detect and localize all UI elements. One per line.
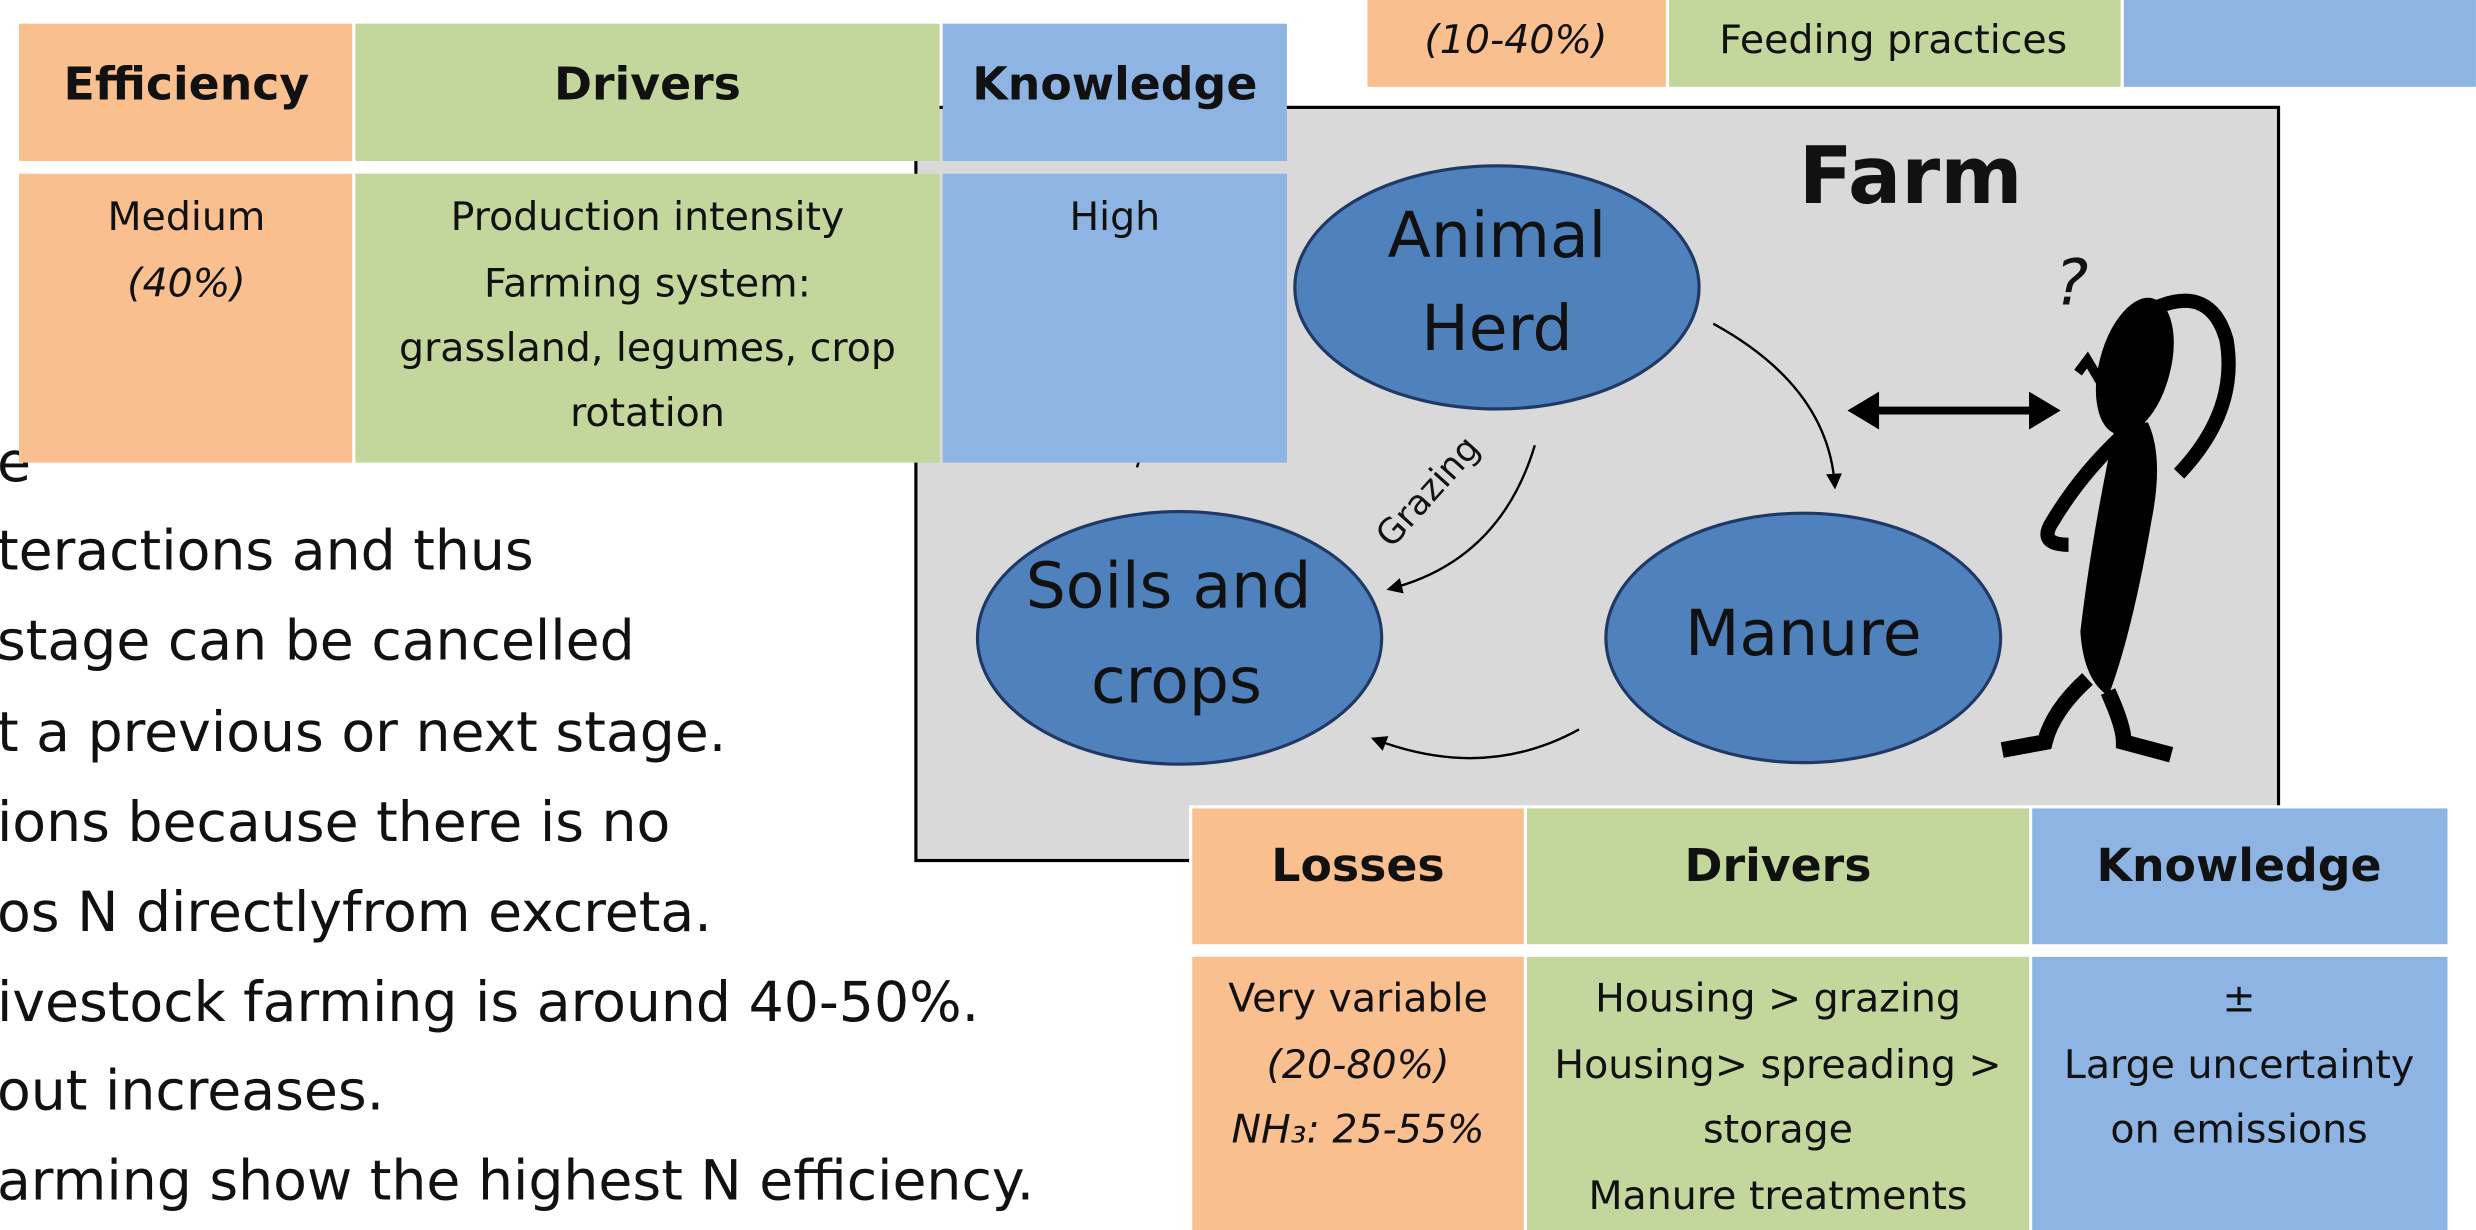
node-label: Animal [1388,198,1607,272]
cell-text: Very variable [1228,976,1488,1022]
cell-text: High [1069,194,1160,240]
header: Drivers [1685,839,1872,892]
cell-text: rotation [570,390,725,436]
cell-text: grassland, legumes, crop [399,325,896,371]
cell-text: Manure treatments [1588,1173,1967,1219]
text-line: t a previous or next stage. [0,701,726,765]
slide: e teractions and thus stage can be cance… [0,0,2476,1230]
text-line: os N directlyfrom excreta. [0,881,712,945]
losses-table: Losses Drivers Knowledge Very variable (… [1189,805,2476,1230]
text-line: ions because there is no [0,791,670,855]
cell-text: NH₃: 25-55% [1231,1107,1484,1153]
header: Losses [1271,839,1444,892]
node-label: Soils and [1026,549,1312,623]
cell-text: (10-40%) [1424,17,1607,63]
efficiency-table: Efficiency Drivers Knowledge Medium (40%… [19,24,1287,463]
cell-text: Farming system: [484,260,811,306]
cell-text: Medium [108,194,266,240]
text-line: out increases. [0,1059,384,1123]
cell-text: Production intensity [451,194,845,240]
node-label: Manure [1685,596,1922,670]
text-line: teractions and thus [0,519,534,583]
question-mark: ? [2055,245,2089,319]
cell-text: on emissions [2110,1107,2367,1153]
node-label: crops [1091,643,1262,717]
header: Knowledge [972,57,1257,110]
cell-text: ± [2223,976,2256,1022]
cell-text: Housing> spreading > [1554,1042,2001,1088]
text-line: arming show the highest N efficiency. [0,1149,1034,1213]
header: Knowledge [2097,839,2382,892]
header: Drivers [554,57,741,110]
cell-text: storage [1703,1107,1853,1153]
cell [2124,0,2476,87]
page: {"top_partial": {"cells": ["(10-40%)", "… [0,0,2476,1230]
text-line: stage can be cancelled [0,609,635,673]
header: Efficiency [64,57,310,110]
body-text: e teractions and thus stage can be cance… [0,431,1034,1213]
cell-text: (40%) [127,260,246,306]
node-label: Herd [1421,291,1572,365]
partial-table: (10-40%) Feeding practices [1367,0,2475,87]
text-line: ivestock farming is around 40-50%. [0,971,979,1035]
cell-text: Large uncertainty [2064,1042,2414,1088]
cell-text: Housing > grazing [1595,976,1961,1022]
cell-text: (20-80%) [1267,1042,1450,1088]
farm-title: Farm [1799,130,2023,222]
cell-text: Feeding practices [1719,17,2067,63]
